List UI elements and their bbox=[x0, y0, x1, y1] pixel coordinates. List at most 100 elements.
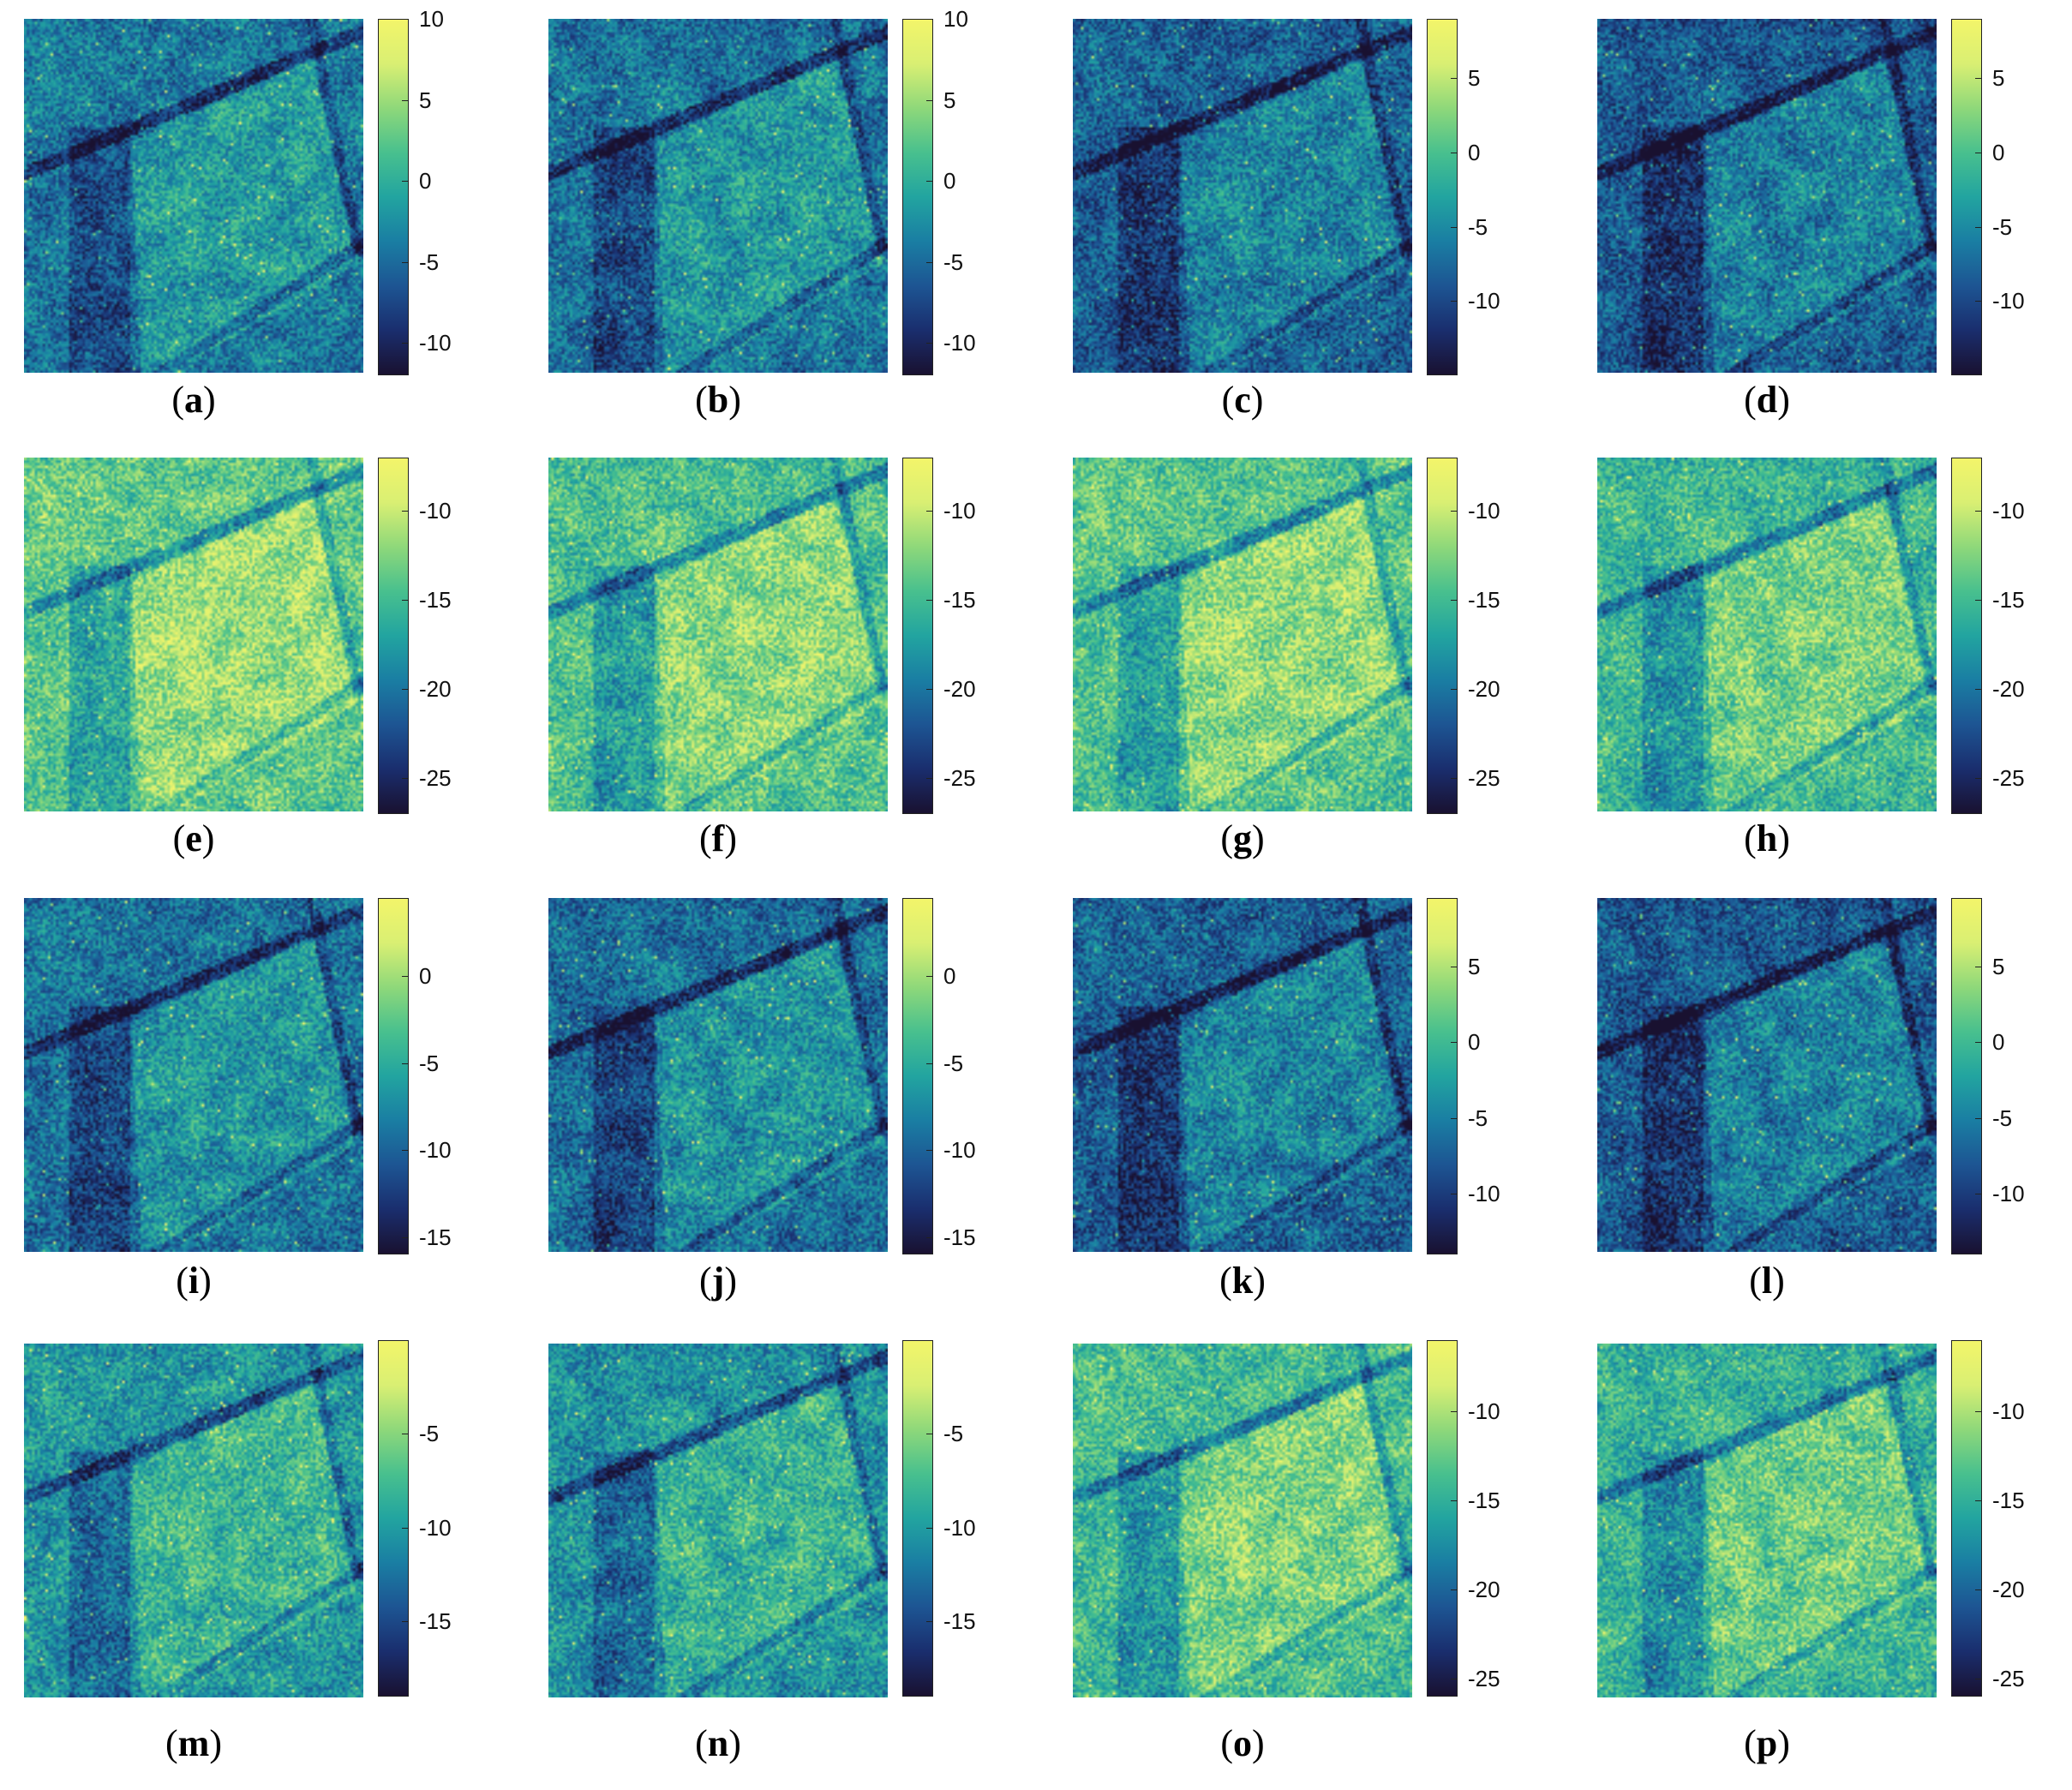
caption-letter: j bbox=[711, 1260, 725, 1302]
colorbar-tick bbox=[926, 1527, 933, 1529]
panel-caption-a: (a) bbox=[24, 379, 363, 422]
panel-k: 5 0 -5 -10 (k) bbox=[1049, 879, 1566, 1320]
panel-caption-n: (n) bbox=[548, 1722, 888, 1765]
colorbar-tick-label: -5 bbox=[419, 1421, 440, 1447]
colorbar-tick bbox=[1975, 1500, 1982, 1502]
colorbar-tick-label: -10 bbox=[1468, 288, 1500, 314]
caption-close-paren: ) bbox=[199, 1260, 212, 1302]
sar-image-canvas bbox=[548, 898, 888, 1252]
sar-image-k bbox=[1073, 898, 1412, 1252]
panel-caption-b: (b) bbox=[548, 379, 888, 422]
colorbar-tick-label: 0 bbox=[943, 963, 956, 990]
sar-image-g bbox=[1073, 458, 1412, 811]
colorbar-tick-label: -10 bbox=[419, 498, 452, 524]
colorbar-tick bbox=[1975, 1589, 1982, 1591]
colorbar-tick bbox=[1451, 78, 1458, 80]
caption-letter: o bbox=[1233, 1722, 1252, 1764]
colorbar-tick-label: -10 bbox=[1992, 288, 2025, 314]
panel-j: 0 -5 -10 -15 (j) bbox=[524, 879, 1042, 1320]
colorbar-tick bbox=[926, 511, 933, 512]
panel-caption-d: (d) bbox=[1597, 379, 1937, 422]
colorbar-tick-label: -5 bbox=[419, 248, 440, 275]
panel-caption-g: (g) bbox=[1073, 817, 1412, 860]
colorbar-tick-label: -5 bbox=[1468, 1105, 1488, 1131]
caption-letter: l bbox=[1761, 1260, 1773, 1302]
caption-close-paren: ) bbox=[201, 817, 215, 859]
colorbar-tick-label: 5 bbox=[1468, 953, 1481, 979]
panel-caption-k: (k) bbox=[1073, 1260, 1412, 1302]
caption-open-paren: ( bbox=[695, 379, 708, 421]
caption-open-paren: ( bbox=[1744, 817, 1757, 859]
sar-image-canvas bbox=[24, 458, 363, 811]
sar-image-j bbox=[548, 898, 888, 1252]
colorbar-tick-label: -20 bbox=[1468, 676, 1500, 703]
caption-close-paren: ) bbox=[1777, 817, 1790, 859]
panel-caption-p: (p) bbox=[1597, 1722, 1937, 1765]
colorbar-tick bbox=[926, 343, 933, 344]
panel-n: -5 -10 -15 (n) bbox=[524, 1326, 1042, 1768]
panel-e: -10 -15 -20 -25 (e) bbox=[0, 439, 518, 880]
colorbar-tick-label: 10 bbox=[419, 6, 444, 32]
caption-close-paren: ) bbox=[1777, 379, 1790, 421]
colorbar-tick-label: -25 bbox=[1992, 1666, 2025, 1692]
colorbar-tick-label: -20 bbox=[1992, 1577, 2025, 1603]
colorbar-tick-label: -5 bbox=[1992, 1105, 2013, 1131]
caption-close-paren: ) bbox=[1777, 1722, 1790, 1764]
colorbar-tick-label: 5 bbox=[1468, 65, 1481, 92]
caption-open-paren: ( bbox=[1744, 1722, 1757, 1764]
colorbar-tick bbox=[402, 976, 409, 978]
colorbar-tick-label: -10 bbox=[1468, 1398, 1500, 1425]
sar-image-i bbox=[24, 898, 363, 1252]
colorbar-tick-label: -15 bbox=[1992, 587, 2025, 614]
sar-image-l bbox=[1597, 898, 1937, 1252]
colorbar-tick-label: -20 bbox=[943, 676, 976, 703]
colorbar-tick bbox=[926, 1150, 933, 1152]
colorbar-tick bbox=[1451, 226, 1458, 228]
colorbar-tick bbox=[926, 778, 933, 780]
panel-caption-o: (o) bbox=[1073, 1722, 1412, 1765]
caption-open-paren: ( bbox=[1749, 1260, 1762, 1302]
colorbar-tick bbox=[926, 976, 933, 978]
sar-image-canvas bbox=[24, 898, 363, 1252]
caption-close-paren: ) bbox=[724, 817, 737, 859]
sar-image-canvas bbox=[548, 1344, 888, 1697]
caption-open-paren: ( bbox=[176, 1260, 189, 1302]
panel-b: 10 5 0 -5 -10 (b) bbox=[524, 0, 1042, 441]
caption-close-paren: ) bbox=[728, 379, 741, 421]
caption-open-paren: ( bbox=[1220, 817, 1233, 859]
caption-letter: a bbox=[184, 379, 203, 421]
colorbar-tick-label: -10 bbox=[1992, 1181, 2025, 1207]
colorbar-tick bbox=[402, 1150, 409, 1152]
panel-f: -10 -15 -20 -25 (f) bbox=[524, 439, 1042, 880]
caption-open-paren: ( bbox=[1221, 379, 1235, 421]
caption-close-paren: ) bbox=[209, 1722, 222, 1764]
sar-image-canvas bbox=[548, 458, 888, 811]
colorbar-tick-label: -10 bbox=[419, 330, 452, 356]
colorbar-tick-label: -10 bbox=[943, 1514, 976, 1541]
panel-c: 5 0 -5 -10 (c) bbox=[1049, 0, 1566, 441]
colorbar-tick-label: -5 bbox=[943, 1050, 964, 1076]
caption-letter: f bbox=[711, 817, 725, 859]
colorbar-tick-label: -5 bbox=[943, 248, 964, 275]
panel-g: -10 -15 -20 -25 (g) bbox=[1049, 439, 1566, 880]
colorbar-tick-label: -25 bbox=[943, 765, 976, 792]
colorbar-tick-label: -5 bbox=[419, 1050, 440, 1076]
colorbar-tick-label: -15 bbox=[943, 587, 976, 614]
colorbar-m bbox=[378, 1340, 409, 1697]
colorbar-tick bbox=[402, 511, 409, 512]
colorbar-tick-label: -10 bbox=[419, 1137, 452, 1164]
colorbar-j bbox=[902, 898, 933, 1254]
sar-image-canvas bbox=[24, 19, 363, 373]
caption-letter: p bbox=[1756, 1722, 1778, 1764]
sar-image-d bbox=[1597, 19, 1937, 373]
sar-image-a bbox=[24, 19, 363, 373]
panel-caption-h: (h) bbox=[1597, 817, 1937, 860]
panel-caption-m: (m) bbox=[24, 1722, 363, 1765]
colorbar-tick bbox=[926, 181, 933, 183]
panel-i: 0 -5 -10 -15 (i) bbox=[0, 879, 518, 1320]
colorbar-tick-label: 0 bbox=[943, 168, 956, 195]
panel-caption-l: (l) bbox=[1597, 1260, 1937, 1302]
caption-close-paren: ) bbox=[728, 1722, 741, 1764]
colorbar-tick-label: -25 bbox=[1468, 1666, 1500, 1692]
colorbar-tick-label: -25 bbox=[1992, 765, 2025, 792]
